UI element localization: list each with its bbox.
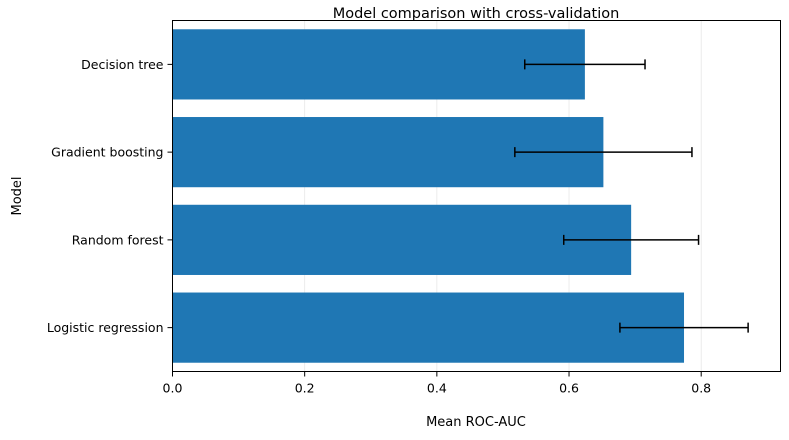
x-tick-label: 0.8	[691, 381, 711, 396]
x-axis-label: Mean ROC-AUC	[426, 415, 526, 430]
x-tick-label: 0.2	[295, 381, 315, 396]
y-axis-ticks: Logistic regression Random forest Gradient…	[47, 57, 173, 335]
y-tick-label: Random forest	[72, 232, 164, 247]
x-tick-label: 0.4	[427, 381, 447, 396]
y-tick-label: Decision tree	[81, 57, 164, 72]
x-tick-label: 0.6	[559, 381, 579, 396]
y-axis-label: Model	[10, 176, 25, 215]
x-axis-ticks: 0.0 0.2 0.4 0.6 0.8	[163, 371, 711, 396]
chart-title: Model comparison with cross-validation	[333, 6, 620, 22]
plot-frame	[172, 20, 781, 372]
y-tick-label: Logistic regression	[47, 320, 164, 335]
bar	[172, 292, 685, 363]
bar	[172, 29, 585, 100]
y-tick-label: Gradient boosting	[51, 145, 163, 160]
bar	[172, 204, 632, 275]
errors-layer	[514, 59, 749, 333]
x-tick-label: 0.0	[163, 381, 183, 396]
